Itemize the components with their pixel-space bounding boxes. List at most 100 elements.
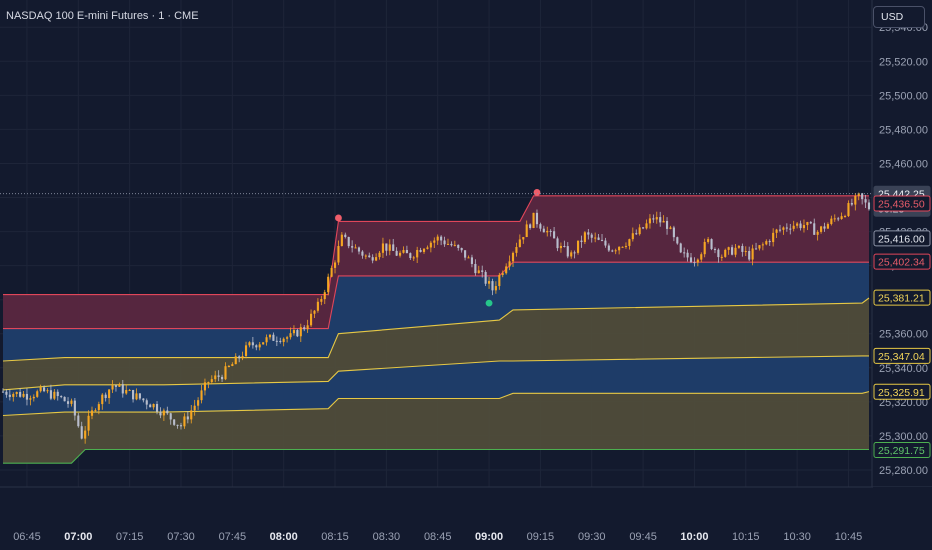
price-label-text: 25,347.04 (878, 351, 925, 363)
candle-body (217, 375, 220, 377)
candle-body (679, 243, 682, 253)
candle-body (12, 394, 15, 397)
candle-body (796, 223, 799, 226)
candle (669, 225, 672, 230)
candle (19, 387, 22, 398)
candle (576, 240, 580, 255)
price-label: 25,402.34 (873, 253, 931, 270)
candle-body (268, 334, 272, 338)
price-axis[interactable]: 25,540.0025,520.0025,500.0025,480.0025,4… (871, 0, 931, 487)
candle-body (494, 286, 497, 291)
candle (498, 272, 501, 290)
candle-body (378, 252, 381, 258)
candle-body (80, 426, 83, 439)
candle (597, 233, 600, 241)
candle (320, 295, 323, 306)
candle (272, 332, 275, 342)
candle-body (539, 224, 542, 229)
candle-body (600, 239, 604, 241)
candle-body (799, 223, 802, 229)
time-tick-label: 09:45 (629, 531, 657, 543)
candle (80, 421, 83, 440)
candle (689, 253, 693, 264)
time-tick-label: 10:45 (835, 531, 863, 543)
candle-body (669, 227, 672, 229)
candle (655, 211, 658, 224)
candle-body (255, 345, 258, 348)
candle (125, 384, 128, 395)
currency-button[interactable]: USD (873, 6, 925, 28)
candle-body (481, 270, 484, 272)
price-label-text: 25,325.91 (878, 387, 925, 399)
time-tick-label: 10:00 (680, 531, 708, 543)
candle (84, 426, 87, 444)
candle (70, 398, 73, 407)
candle-body (693, 262, 696, 264)
candle (354, 244, 357, 249)
candle (5, 389, 8, 398)
price-label-text: 25,416.00 (878, 233, 925, 245)
candle-body (416, 249, 419, 258)
candle-body (84, 430, 87, 439)
time-axis[interactable]: 06:45 07:00 07:15 07:30 07:45 08:00 08:15 08:30… (0, 486, 932, 550)
candle-body (43, 387, 46, 392)
candle (628, 238, 631, 250)
candle-body (559, 245, 562, 249)
band-line-4 (2, 355, 869, 391)
candle (87, 410, 90, 436)
candle-body (282, 338, 285, 342)
candles (1, 192, 871, 444)
time-tick-label: 07:45 (219, 531, 247, 543)
candle (173, 419, 176, 426)
band-fill-2 (3, 262, 869, 361)
candle (234, 353, 237, 365)
candle-body (265, 337, 268, 343)
candle-body (470, 257, 474, 264)
candle-body (857, 193, 860, 196)
candle-body (665, 220, 669, 229)
price-tick-label: 25,480.00 (879, 124, 928, 136)
candle (505, 263, 508, 275)
candle (118, 382, 121, 387)
candle (310, 309, 313, 327)
candle-body (398, 252, 402, 256)
candle-body (337, 246, 340, 263)
candle (313, 309, 316, 318)
candle (761, 242, 764, 251)
candle-body (169, 413, 172, 420)
time-axis-bg (0, 487, 932, 550)
candle-body (155, 403, 159, 412)
candle (231, 362, 234, 367)
candle (268, 334, 272, 340)
signal-dots (335, 189, 541, 307)
signal-dot (335, 214, 342, 222)
candle-body (244, 345, 248, 357)
candle-body (809, 222, 812, 224)
candle-body (635, 233, 638, 235)
candle (422, 247, 426, 254)
candle (604, 237, 607, 248)
price-label: 25,416.00 (873, 230, 931, 247)
candle (487, 276, 491, 289)
candle-body (443, 240, 446, 245)
candle-body (1, 391, 5, 393)
candle (29, 395, 32, 406)
candle-body (631, 233, 634, 240)
symbol-title[interactable]: NASDAQ 100 E-mini Futures · 1 · CME (6, 10, 199, 22)
candle-body (566, 246, 569, 257)
candle (258, 341, 261, 351)
candle-body (741, 246, 744, 252)
candle (847, 200, 850, 218)
candle (710, 238, 713, 251)
candle-body (53, 391, 56, 399)
candle-body (197, 400, 200, 406)
candle (618, 246, 621, 255)
candle-body (262, 342, 265, 345)
candle-body (114, 385, 118, 387)
candle (221, 374, 224, 382)
candle (282, 337, 285, 347)
candle (248, 341, 251, 348)
candle-body (624, 245, 628, 247)
candle-body (203, 382, 207, 391)
